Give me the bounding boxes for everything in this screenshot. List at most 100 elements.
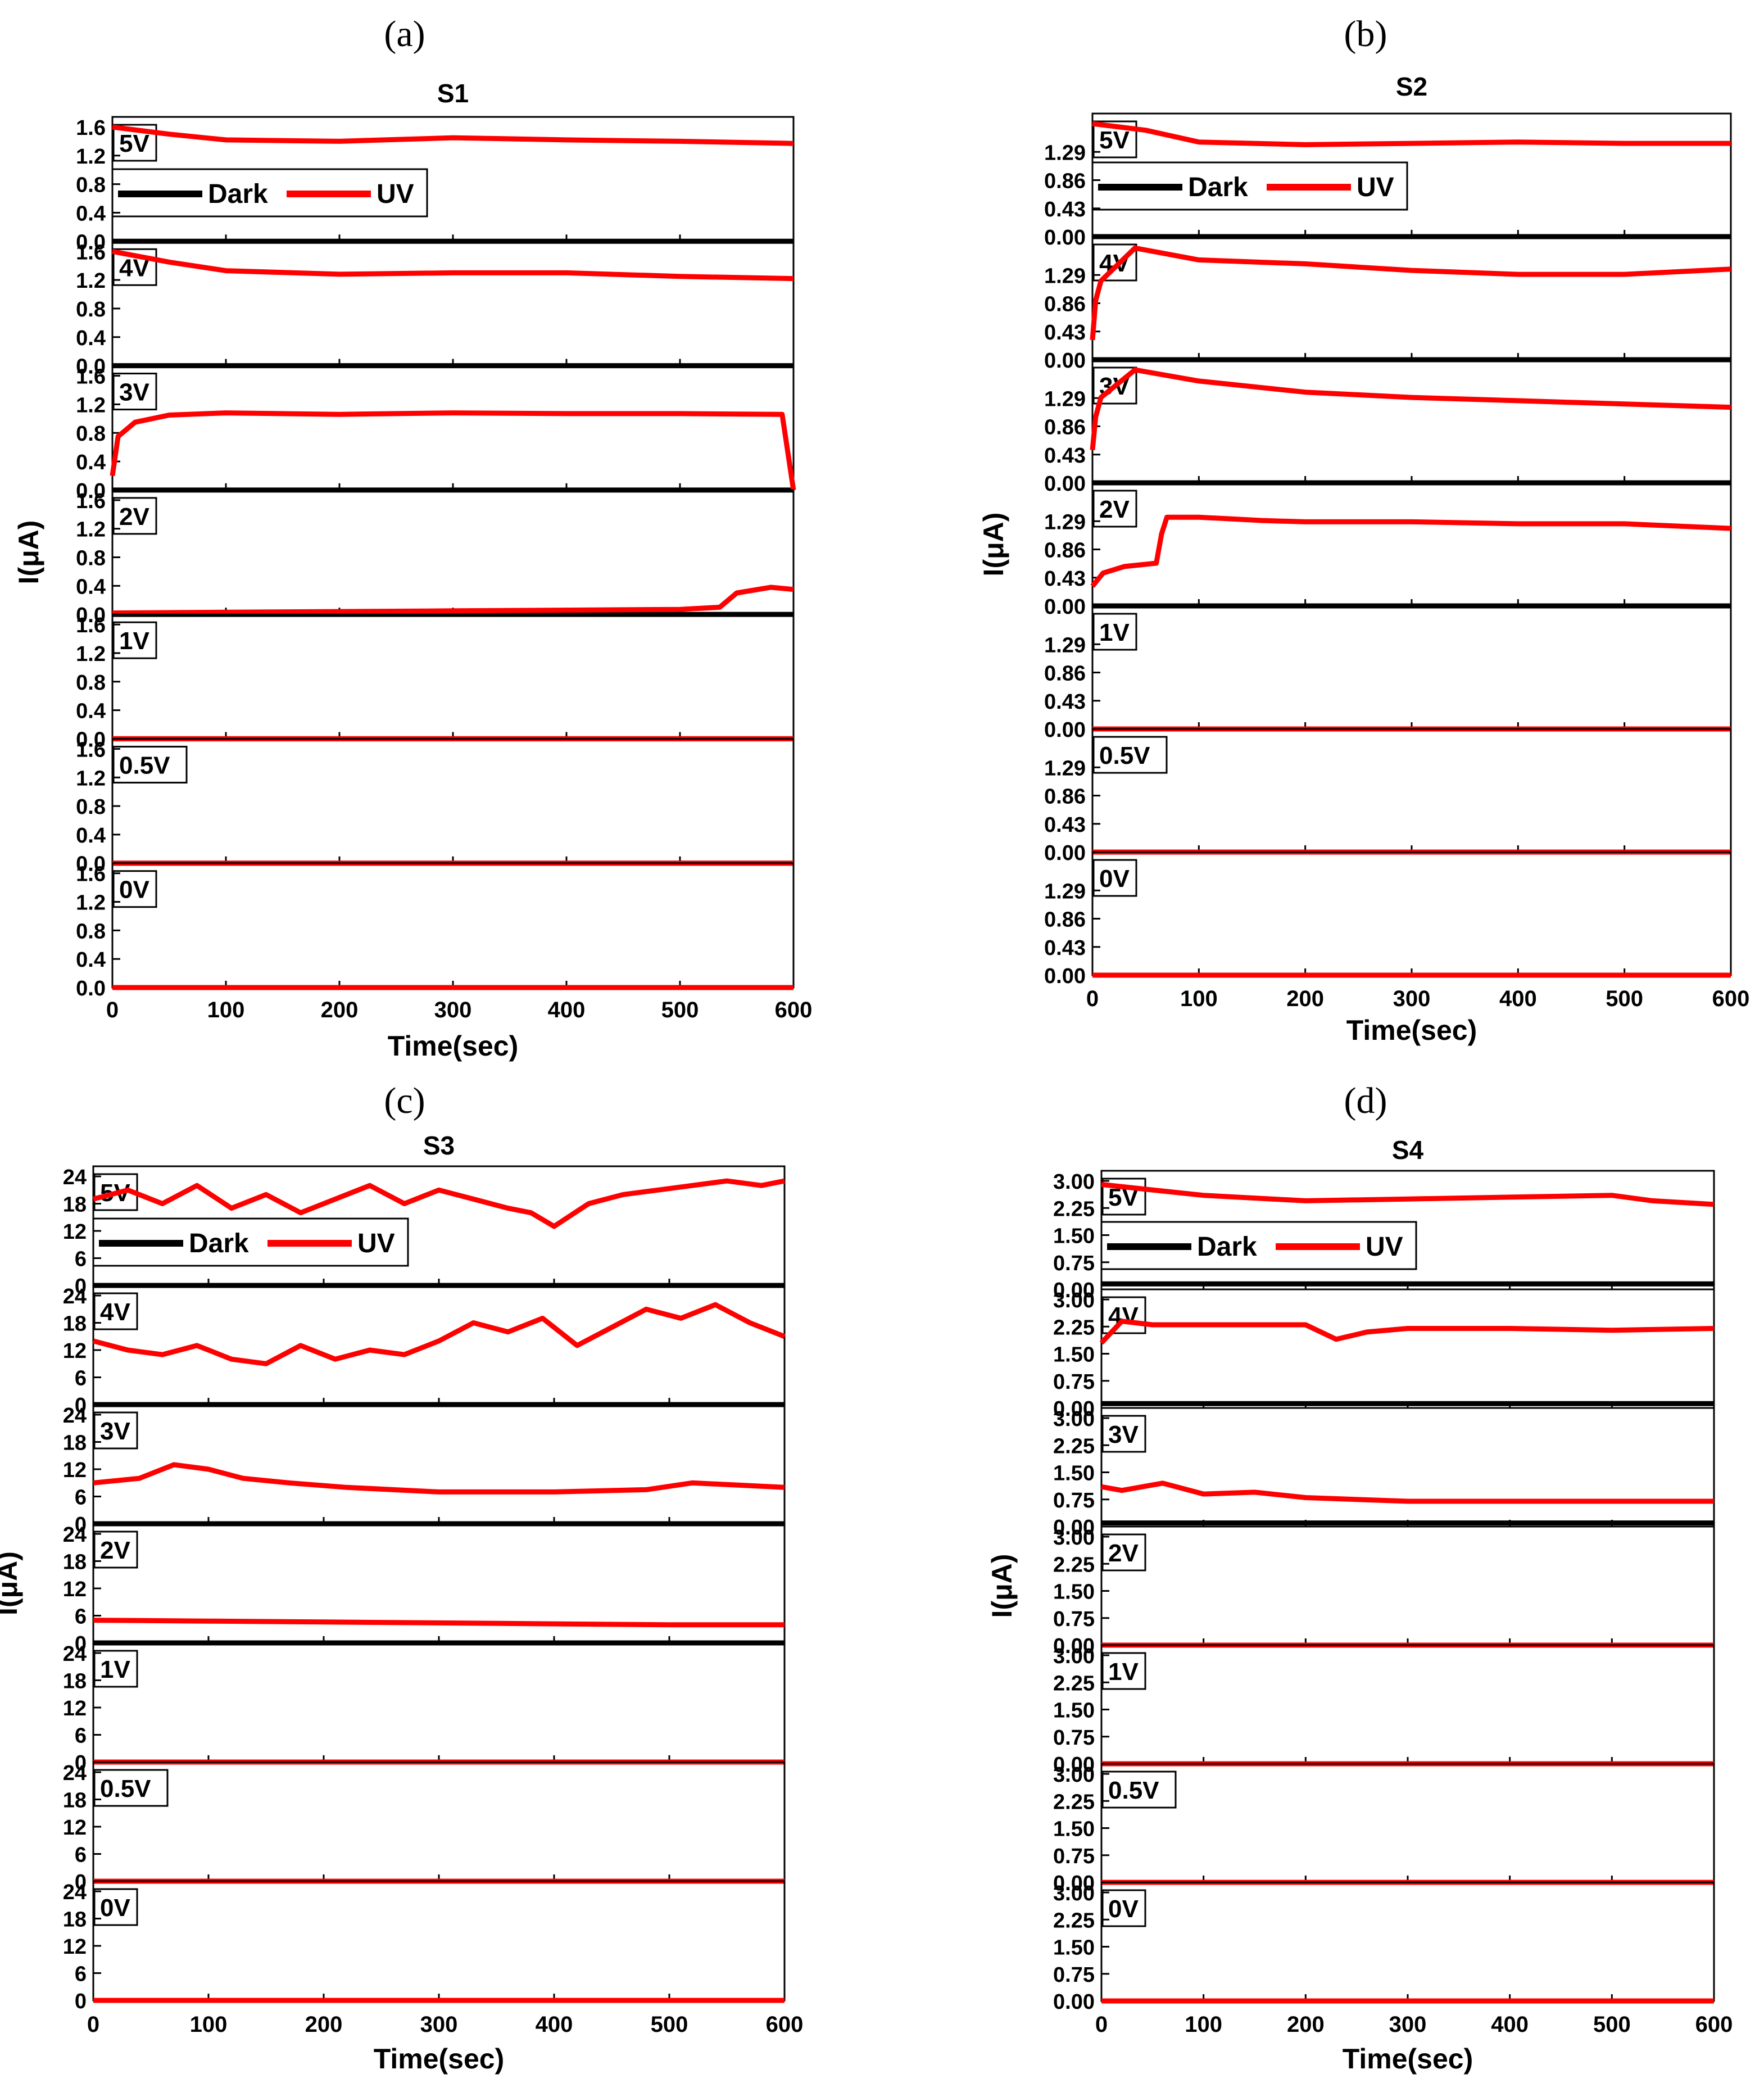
voltage-label-box [1101, 1889, 1146, 1927]
y-tick-label: 1.50 [1053, 1225, 1095, 1248]
y-tick-label: 3.00 [1053, 1407, 1095, 1431]
voltage-label: 2V [100, 1537, 130, 1564]
y-tick-label: 0.86 [1044, 662, 1086, 686]
y-tick-label: 0.86 [1044, 785, 1086, 809]
series-line-uv [92, 1178, 785, 1229]
subpanel-1V: 0.00 0.75 1.50 2.25 3.00 1V [1053, 1644, 1715, 1777]
y-tick-label: 0.8 [76, 795, 106, 819]
y-tick-label: 0.00 [1044, 472, 1086, 496]
y-tick-label: 12 [63, 1935, 87, 1959]
chart-title: S4 [1392, 1135, 1424, 1165]
y-tick-label: 1.6 [76, 490, 106, 513]
y-axis-label: I(μA) [13, 520, 44, 585]
subpanel-3V: 0.0 0.4 0.8 1.2 1.6 3V [76, 365, 796, 503]
x-tick-label: 0 [106, 998, 119, 1022]
legend-box [1091, 161, 1408, 211]
y-tick-label: 18 [63, 1193, 87, 1217]
subpanel-frame [92, 1880, 786, 2002]
y-tick-label: 0.86 [1044, 908, 1086, 932]
y-tick-label: 6 [75, 1367, 87, 1391]
y-tick-label: 0.0 [76, 230, 106, 254]
x-tick-label: 100 [1185, 2012, 1222, 2037]
x-tick-label: 100 [1180, 986, 1218, 1011]
y-tick-label: 6 [75, 1486, 87, 1510]
y-tick-label: 0 [75, 1513, 87, 1537]
voltage-label-box [1101, 1533, 1146, 1572]
voltage-label: 1V [119, 627, 149, 655]
x-tick-label: 300 [434, 998, 472, 1022]
subpanel-0.5V: 0 6 12 18 24 0.5V [63, 1761, 786, 1894]
voltage-label-box [93, 1292, 138, 1330]
series-line-uv [112, 585, 794, 616]
y-tick-label: 0.8 [76, 422, 106, 446]
voltage-label: 2V [1099, 496, 1130, 523]
voltage-label-box [112, 745, 188, 784]
y-tick-label: 0 [75, 1394, 87, 1418]
voltage-label-box [112, 124, 157, 162]
subpanel-frame [1100, 1644, 1715, 1765]
y-tick-label: 6 [75, 1844, 87, 1867]
y-axis-label: I(μA) [986, 1554, 1018, 1618]
subpanel-0V: 0 6 12 18 24 0V [63, 1880, 786, 2013]
series-line-uv [110, 410, 796, 491]
subpanel-frame [1100, 1170, 1715, 1290]
x-tick-label: 600 [766, 2012, 804, 2037]
y-tick-label: 1.2 [76, 767, 106, 790]
voltage-label: 0V [119, 876, 149, 904]
y-tick-label: 0.00 [1044, 349, 1086, 373]
subpanel-3V: 0.00 0.75 1.50 2.25 3.00 3V [1053, 1407, 1715, 1539]
x-tick-label: 300 [1393, 986, 1431, 1011]
y-tick-label: 0.86 [1044, 293, 1086, 316]
y-tick-label: 0.8 [76, 298, 106, 321]
y-tick-label: 6 [75, 1963, 87, 1986]
y-tick-label: 1.29 [1044, 387, 1086, 411]
legend-label-dark: Dark [189, 1229, 249, 1258]
y-tick-label: 0.4 [76, 202, 106, 225]
series-line-uv [92, 1302, 786, 1366]
y-tick-label: 24 [63, 1523, 87, 1547]
voltage-label: 0.5V [100, 1775, 151, 1803]
subpanel-0.5V: 0.00 0.75 1.50 2.25 3.00 0.5V [1053, 1763, 1715, 1895]
y-tick-label: 0.00 [1044, 226, 1086, 250]
series-line-uv [93, 1462, 785, 1495]
subpanel-frame [1091, 851, 1732, 976]
legend-label-uv: UV [1366, 1232, 1403, 1262]
subpanel-frame [1091, 605, 1732, 730]
legend-label-dark: Dark [208, 179, 268, 209]
voltage-label-box [93, 1769, 169, 1807]
subpanel-4V: 0.00.40.81.21.64V [76, 240, 795, 379]
voltage-label: 0.5V [119, 751, 170, 779]
y-tick-label: 2.25 [1053, 1434, 1095, 1458]
series-line-uv [1090, 367, 1731, 451]
voltage-label-box [93, 1411, 138, 1450]
subpanel-frame [1100, 1763, 1715, 1883]
y-tick-label: 0.86 [1044, 539, 1086, 563]
voltage-label-box [1101, 1178, 1146, 1216]
voltage-label: 3V [100, 1418, 130, 1445]
y-tick-label: 0.8 [76, 547, 106, 570]
voltage-label: 4V [1108, 1302, 1139, 1330]
y-tick-label: 1.6 [76, 738, 106, 762]
panel-letter: (d) [1344, 1080, 1387, 1121]
subpanel-1V: 0.0 0.4 0.8 1.2 1.6 1V [76, 613, 795, 751]
y-tick-label: 0.86 [1044, 416, 1086, 440]
voltage-label-box [112, 870, 157, 908]
legend-box [111, 168, 428, 218]
y-tick-label: 0.75 [1053, 1370, 1095, 1394]
legend: Dark UV [111, 168, 428, 218]
voltage-label-box [1101, 1415, 1146, 1453]
subpanel-5V: 0.0 0.4 0.8 1.2 1.6 5V [76, 116, 795, 254]
y-tick-label: 3.00 [1053, 1170, 1095, 1194]
x-tick-label: 600 [1712, 986, 1750, 1011]
y-tick-label: 0.00 [1044, 595, 1086, 619]
y-tick-label: 12 [63, 1578, 87, 1601]
y-tick-label: 2.25 [1053, 1197, 1095, 1221]
y-tick-label: 1.29 [1044, 510, 1086, 534]
voltage-label: 5V [119, 130, 149, 157]
y-tick-label: 1.50 [1053, 1462, 1095, 1486]
subpanel-frame [111, 365, 795, 491]
chart-panel-3: (d)S40.000.751.502.253.005V0.000.751.502… [986, 1080, 1733, 2075]
y-tick-label: 3.00 [1053, 1882, 1095, 1905]
subpanel-0V: 0.00 0.75 1.50 2.25 3.00 0V [1053, 1881, 1715, 2014]
y-tick-label: 0.0 [76, 355, 106, 379]
